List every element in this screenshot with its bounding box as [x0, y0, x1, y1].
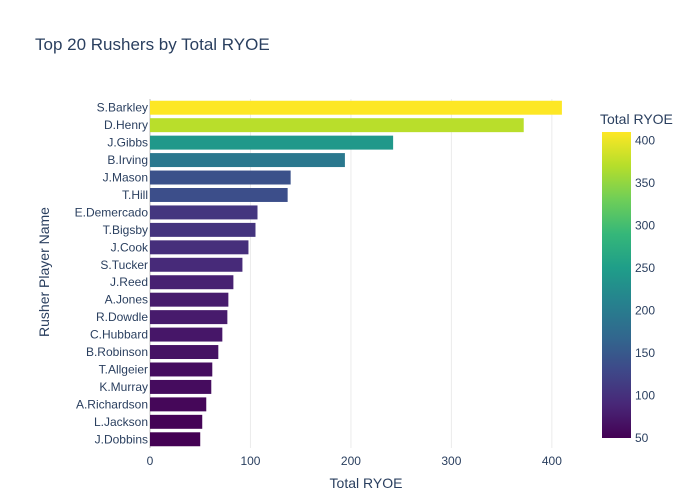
- gridlines: [149, 99, 553, 448]
- bar: [150, 118, 524, 133]
- bar: [150, 257, 243, 272]
- colorbar: Total RYOE 50 100 150 200 250 300 350 400: [600, 111, 673, 445]
- chart-title: Top 20 Rushers by Total RYOE: [35, 35, 270, 54]
- bars: [150, 100, 562, 447]
- bar: [150, 275, 234, 290]
- bar: [150, 222, 256, 237]
- bar: [150, 397, 207, 412]
- bar: [150, 135, 394, 150]
- bar: [150, 205, 258, 220]
- bar: [150, 170, 291, 185]
- bar: [150, 414, 203, 429]
- colorbar-tick-label: 200: [635, 304, 655, 318]
- y-tick-label: E.Demercado: [75, 205, 149, 219]
- y-tick-label: J.Gibbs: [107, 136, 148, 150]
- y-tick-label: J.Cook: [111, 240, 149, 254]
- bar: [150, 379, 212, 394]
- bar: [150, 310, 228, 325]
- bar: [150, 292, 229, 307]
- y-tick-label: S.Tucker: [100, 258, 148, 272]
- y-tick-label: A.Richardson: [76, 397, 148, 411]
- colorbar-rect: [602, 132, 631, 438]
- y-tick-label: T.Bigsby: [103, 223, 148, 237]
- x-tick-label: 400: [542, 454, 562, 468]
- y-tick-label: C.Hubbard: [90, 328, 148, 342]
- x-tick-label: 100: [240, 454, 260, 468]
- y-tick-label: B.Irving: [107, 153, 148, 167]
- y-tick-label: L.Jackson: [94, 415, 148, 429]
- x-tick-label: 200: [341, 454, 361, 468]
- y-tick-label: J.Reed: [110, 275, 148, 289]
- y-tick-label: K.Murray: [99, 380, 148, 394]
- y-tick-label: J.Dobbins: [95, 432, 148, 446]
- y-axis-title: Rusher Player Name: [36, 207, 52, 337]
- bar: [150, 327, 223, 342]
- x-tick-label: 0: [147, 454, 154, 468]
- colorbar-tick-label: 100: [635, 389, 655, 403]
- y-tick-label: S.Barkley: [97, 101, 148, 115]
- bar: [150, 345, 219, 360]
- colorbar-tick-label: 400: [635, 134, 655, 148]
- colorbar-tick-label: 250: [635, 261, 655, 275]
- colorbar-tick-label: 50: [635, 431, 649, 445]
- y-tick-label: J.Mason: [103, 171, 148, 185]
- bar: [150, 240, 249, 255]
- x-tick-label: 300: [441, 454, 461, 468]
- y-tick-label: D.Henry: [104, 118, 148, 132]
- y-tick-label: T.Hill: [122, 188, 148, 202]
- y-tick-label: R.Dowdle: [96, 310, 148, 324]
- y-tick-labels: S.Barkley D.Henry J.Gibbs B.Irving J.Mason T.…: [75, 101, 149, 447]
- colorbar-tick-label: 150: [635, 346, 655, 360]
- x-axis-title: Total RYOE: [330, 475, 403, 491]
- x-tick-labels: 0 100 200 300 400: [147, 454, 563, 468]
- bar: [150, 362, 213, 377]
- bar: [150, 100, 562, 115]
- bar: [150, 153, 345, 168]
- y-tick-label: A.Jones: [105, 293, 148, 307]
- y-tick-label: T.Allgeier: [99, 362, 148, 376]
- bar: [150, 432, 201, 447]
- colorbar-title: Total RYOE: [600, 111, 673, 127]
- colorbar-tick-label: 350: [635, 176, 655, 190]
- y-tick-label: B.Robinson: [86, 345, 148, 359]
- colorbar-tick-label: 300: [635, 219, 655, 233]
- bar: [150, 187, 288, 202]
